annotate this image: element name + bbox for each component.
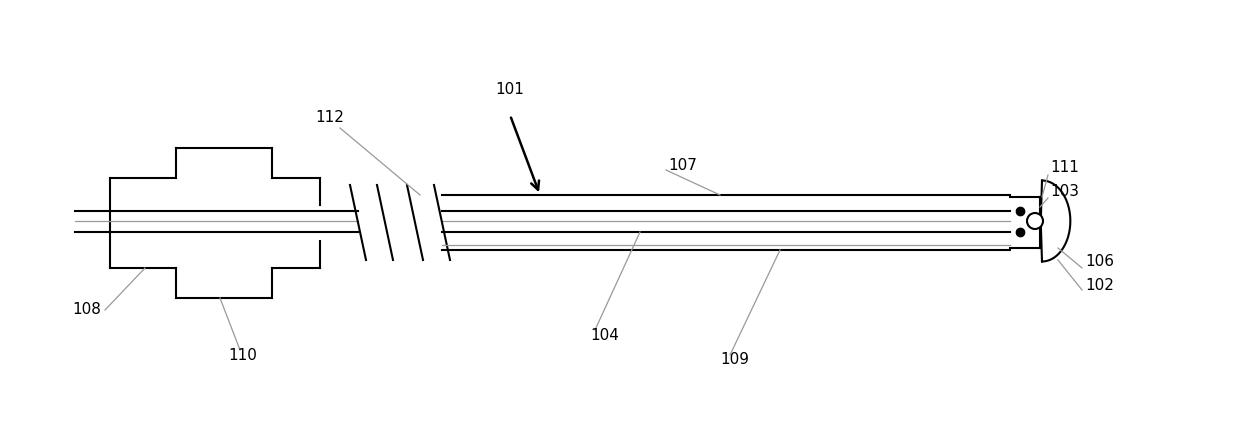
Text: 102: 102: [1085, 278, 1114, 293]
Text: 109: 109: [720, 353, 749, 367]
Text: 106: 106: [1085, 255, 1114, 270]
Text: 104: 104: [590, 328, 619, 343]
Text: 112: 112: [315, 110, 345, 126]
Text: 110: 110: [228, 347, 257, 362]
Text: 111: 111: [1050, 160, 1079, 175]
Text: 103: 103: [1050, 184, 1079, 199]
Text: 108: 108: [72, 302, 100, 317]
Text: 107: 107: [668, 157, 697, 172]
Text: 101: 101: [496, 83, 525, 98]
Circle shape: [1027, 213, 1043, 229]
